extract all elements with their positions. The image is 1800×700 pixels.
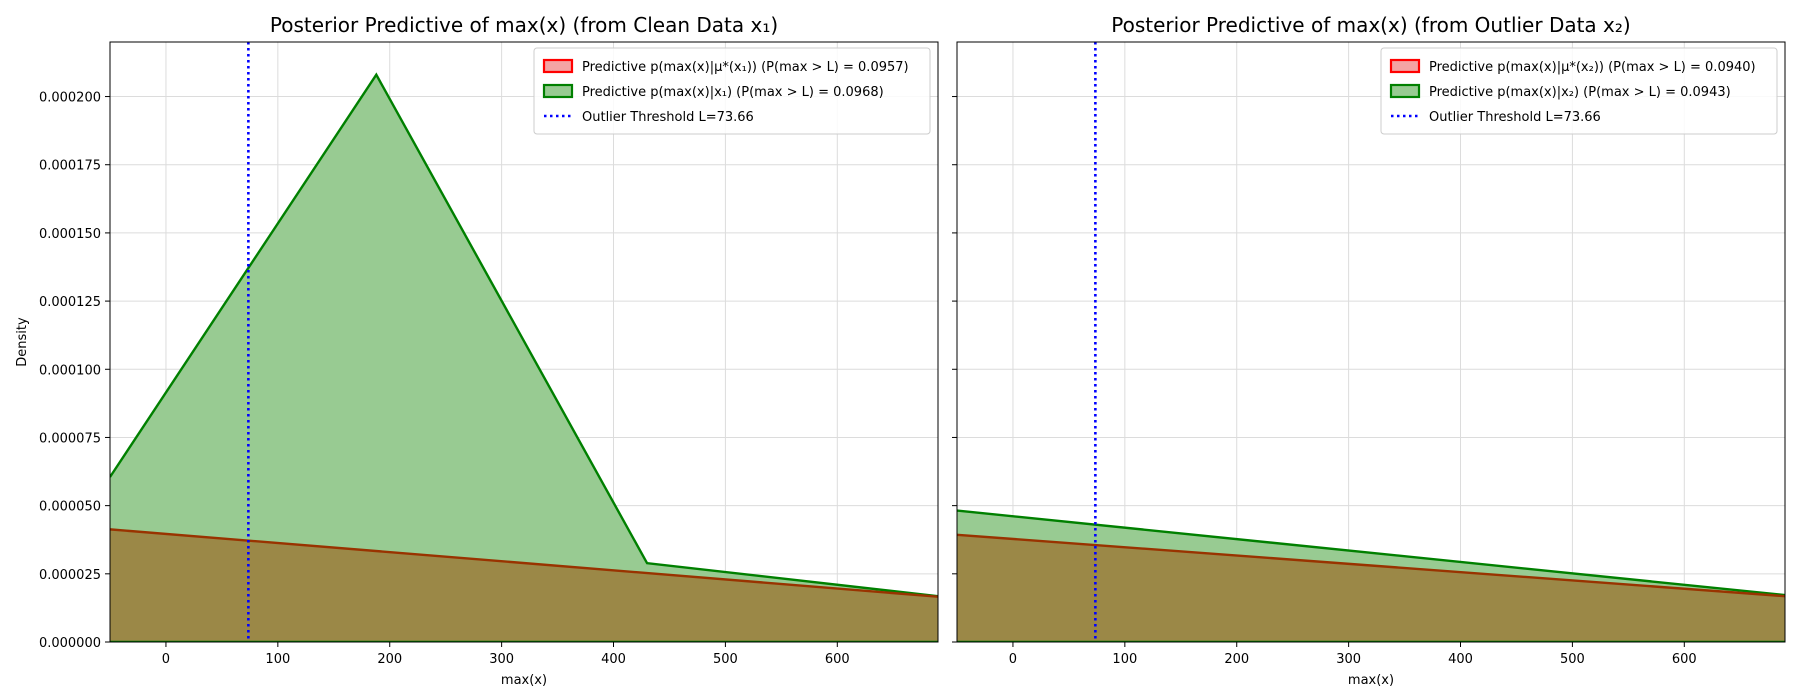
axes-frame <box>109 41 939 643</box>
legend-label: Predictive p(max(x)|μ*(x₂)) (P(max > L) … <box>1429 60 1756 75</box>
legend-label: Outlier Threshold L=73.66 <box>582 110 754 125</box>
chart-title: Posterior Predictive of max(x) (from Out… <box>1111 13 1630 37</box>
x-tick-label: 100 <box>265 652 290 667</box>
legend-label: Predictive p(max(x)|μ*(x₁)) (P(max > L) … <box>582 60 909 75</box>
legend-box <box>1380 47 1778 135</box>
y-tick-label: 0.000150 <box>39 227 101 242</box>
series-area-1 <box>110 529 938 642</box>
series-area-2 <box>110 74 938 642</box>
x-axis-label: max(x) <box>501 673 547 688</box>
x-tick-label: 400 <box>1448 652 1473 667</box>
legend-label: Outlier Threshold L=73.66 <box>1429 110 1601 125</box>
legend: Predictive p(max(x)|μ*(x₂)) (P(max > L) … <box>1380 47 1778 135</box>
legend-label: Predictive p(max(x)|x₁) (P(max > L) = 0.… <box>582 85 884 100</box>
x-tick-label: 500 <box>713 652 738 667</box>
y-axis-label: Density <box>15 317 30 367</box>
series-line-1 <box>957 533 1785 598</box>
x-tick-label: 600 <box>1672 652 1697 667</box>
legend-swatch <box>1389 58 1421 74</box>
y-tick-label: 0.000075 <box>39 431 101 446</box>
x-tick-label: 100 <box>1112 652 1137 667</box>
x-tick-label: 200 <box>377 652 402 667</box>
plot-area <box>110 72 938 642</box>
series-line-2 <box>110 72 938 598</box>
legend-swatch <box>1389 83 1421 99</box>
y-tick-label: 0.000200 <box>39 91 101 106</box>
x-tick-label: 0 <box>162 652 170 667</box>
chart-panel-1: 0 100 200 300 400 500 600 0.000000 0.000025 0.000… <box>15 13 939 688</box>
plot-area <box>957 509 1785 642</box>
y-tick-label: 0.000175 <box>39 159 101 174</box>
x-tick-label: 600 <box>825 652 850 667</box>
x-tick-label: 200 <box>1224 652 1249 667</box>
legend-box <box>533 47 931 135</box>
series-line-2 <box>957 509 1785 597</box>
legend: Predictive p(max(x)|μ*(x₁)) (P(max > L) … <box>533 47 931 135</box>
series-area-1 <box>957 534 1785 642</box>
x-tick-label: 400 <box>601 652 626 667</box>
y-tick-label: 0.000125 <box>39 295 101 310</box>
legend-label: Predictive p(max(x)|x₂) (P(max > L) = 0.… <box>1429 85 1731 100</box>
axes-frame <box>956 41 1786 643</box>
y-tick-label: 0.000025 <box>39 568 101 583</box>
legend-swatch <box>542 83 574 99</box>
x-tick-label: 300 <box>489 652 514 667</box>
legend-swatch <box>542 58 574 74</box>
y-tick-label: 0.000000 <box>39 636 101 651</box>
y-tick-label: 0.000050 <box>39 500 101 515</box>
y-tick-label: 0.000100 <box>39 363 101 378</box>
chart-title: Posterior Predictive of max(x) (from Cle… <box>270 13 778 37</box>
x-axis-label: max(x) <box>1348 673 1394 688</box>
x-tick-label: 500 <box>1560 652 1585 667</box>
chart-panel-2: 0 100 200 300 400 500 600 Posterior Predictive … <box>952 13 1786 688</box>
x-tick-label: 0 <box>1009 652 1017 667</box>
x-tick-label: 300 <box>1336 652 1361 667</box>
